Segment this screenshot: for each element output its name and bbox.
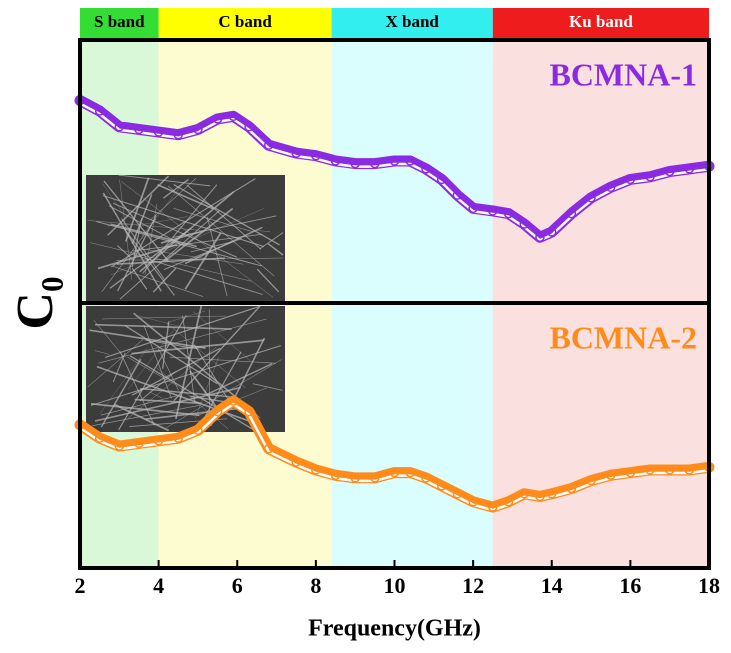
x-tick-label: 6 [232,573,243,598]
series-label: BCMNA-2 [549,319,697,355]
chart: S band C band X band Ku band BCMNA-1 BCMNA-2 2… [0,0,731,653]
x-tick-label: 16 [619,573,641,598]
series-label: BCMNA-1 [549,56,697,92]
x-tick-label: 18 [698,573,720,598]
page: {"chart_data": [ {"type": "line", "bands… [0,0,731,653]
sem-image [86,175,285,301]
band-label: X band [385,12,439,31]
x-tick-label: 2 [75,573,86,598]
x-axis-label: Frequency(GHz) [308,616,481,642]
y-axis-label: C₀ [7,276,64,329]
x-tick-label: 14 [541,573,563,598]
x-tick-label: 12 [462,573,484,598]
band-label: C band [218,12,272,31]
band-label: S band [94,12,145,31]
x-tick-label: 4 [153,573,164,598]
x-tick-label: 8 [310,573,321,598]
x-tick-label: 10 [384,573,406,598]
band-label: Ku band [569,12,633,31]
